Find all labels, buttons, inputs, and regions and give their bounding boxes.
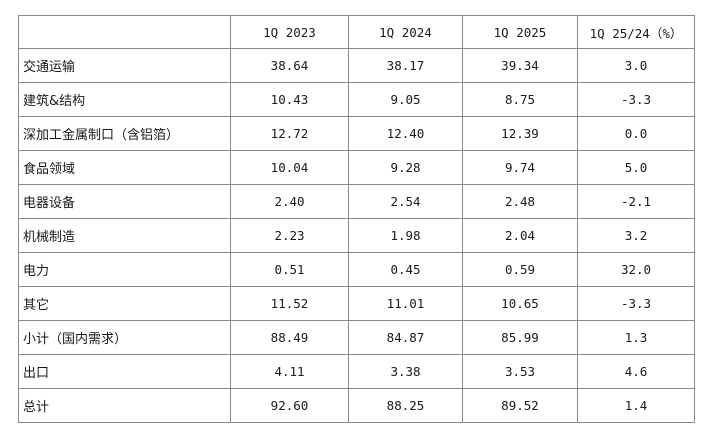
table-row: 机械制造 2.23 1.98 2.04 3.2: [18, 218, 695, 253]
table-cell: 4.6: [577, 354, 695, 389]
table-cell: 1.98: [348, 218, 463, 253]
table-cell: -3.3: [577, 286, 695, 321]
table-row: 深加工金属制口（含铝箔） 12.72 12.40 12.39 0.0: [18, 116, 695, 151]
table-cell: 89.52: [462, 388, 578, 423]
table-cell: 88.25: [348, 388, 463, 423]
table-cell: 4.11: [230, 354, 349, 389]
table-cell: 39.34: [462, 48, 578, 83]
data-table-container: 1Q 2023 1Q 2024 1Q 2025 1Q 25/24（%） 交通运输…: [18, 15, 695, 423]
table-cell: 9.28: [348, 150, 463, 185]
aluminum-demand-table: 1Q 2023 1Q 2024 1Q 2025 1Q 25/24（%） 交通运输…: [18, 15, 695, 423]
table-cell: 92.60: [230, 388, 349, 423]
table-row: 电器设备 2.40 2.54 2.48 -2.1: [18, 184, 695, 219]
table-row: 出口 4.11 3.38 3.53 4.6: [18, 354, 695, 389]
table-row: 小计（国内需求） 88.49 84.87 85.99 1.3: [18, 320, 695, 355]
row-label: 食品领域: [18, 150, 231, 185]
table-cell: 3.53: [462, 354, 578, 389]
table-cell: 12.72: [230, 116, 349, 151]
row-label: 电力: [18, 252, 231, 287]
table-cell: 85.99: [462, 320, 578, 355]
table-cell: -2.1: [577, 184, 695, 219]
table-cell: 32.0: [577, 252, 695, 287]
row-label: 出口: [18, 354, 231, 389]
table-row: 食品领域 10.04 9.28 9.74 5.0: [18, 150, 695, 185]
row-label: 机械制造: [18, 218, 231, 253]
table-cell: 10.65: [462, 286, 578, 321]
table-row: 建筑&结构 10.43 9.05 8.75 -3.3: [18, 82, 695, 117]
table-row: 交通运输 38.64 38.17 39.34 3.0: [18, 48, 695, 83]
table-row: 其它 11.52 11.01 10.65 -3.3: [18, 286, 695, 321]
table-cell: 88.49: [230, 320, 349, 355]
table-cell: -3.3: [577, 82, 695, 117]
table-cell: 5.0: [577, 150, 695, 185]
table-cell: 1.3: [577, 320, 695, 355]
header-row: 1Q 2023 1Q 2024 1Q 2025 1Q 25/24（%）: [18, 15, 695, 49]
table-cell: 12.39: [462, 116, 578, 151]
table-row: 电力 0.51 0.45 0.59 32.0: [18, 252, 695, 287]
table-cell: 8.75: [462, 82, 578, 117]
header-cell-blank: [18, 15, 231, 49]
table-cell: 3.2: [577, 218, 695, 253]
table-cell: 10.04: [230, 150, 349, 185]
table-cell: 9.05: [348, 82, 463, 117]
row-label: 其它: [18, 286, 231, 321]
table-cell: 2.04: [462, 218, 578, 253]
table-cell: 0.51: [230, 252, 349, 287]
table-cell: 3.0: [577, 48, 695, 83]
header-cell-yoy-change: 1Q 25/24（%）: [577, 15, 695, 49]
table-cell: 2.23: [230, 218, 349, 253]
table-cell: 11.52: [230, 286, 349, 321]
table-cell: 0.0: [577, 116, 695, 151]
row-label: 电器设备: [18, 184, 231, 219]
table-cell: 10.43: [230, 82, 349, 117]
header-cell-1q-2024: 1Q 2024: [348, 15, 463, 49]
table-cell: 2.40: [230, 184, 349, 219]
table-cell: 12.40: [348, 116, 463, 151]
row-label: 深加工金属制口（含铝箔）: [18, 116, 231, 151]
table-cell: 9.74: [462, 150, 578, 185]
table-cell: 38.64: [230, 48, 349, 83]
row-label: 建筑&结构: [18, 82, 231, 117]
table-cell: 3.38: [348, 354, 463, 389]
header-cell-1q-2025: 1Q 2025: [462, 15, 578, 49]
table-row: 总计 92.60 88.25 89.52 1.4: [18, 388, 695, 423]
header-cell-1q-2023: 1Q 2023: [230, 15, 349, 49]
table-cell: 11.01: [348, 286, 463, 321]
table-cell: 0.45: [348, 252, 463, 287]
table-cell: 38.17: [348, 48, 463, 83]
table-cell: 1.4: [577, 388, 695, 423]
table-cell: 0.59: [462, 252, 578, 287]
table-cell: 2.54: [348, 184, 463, 219]
row-label: 总计: [18, 388, 231, 423]
row-label: 交通运输: [18, 48, 231, 83]
table-cell: 84.87: [348, 320, 463, 355]
table-cell: 2.48: [462, 184, 578, 219]
row-label: 小计（国内需求）: [18, 320, 231, 355]
